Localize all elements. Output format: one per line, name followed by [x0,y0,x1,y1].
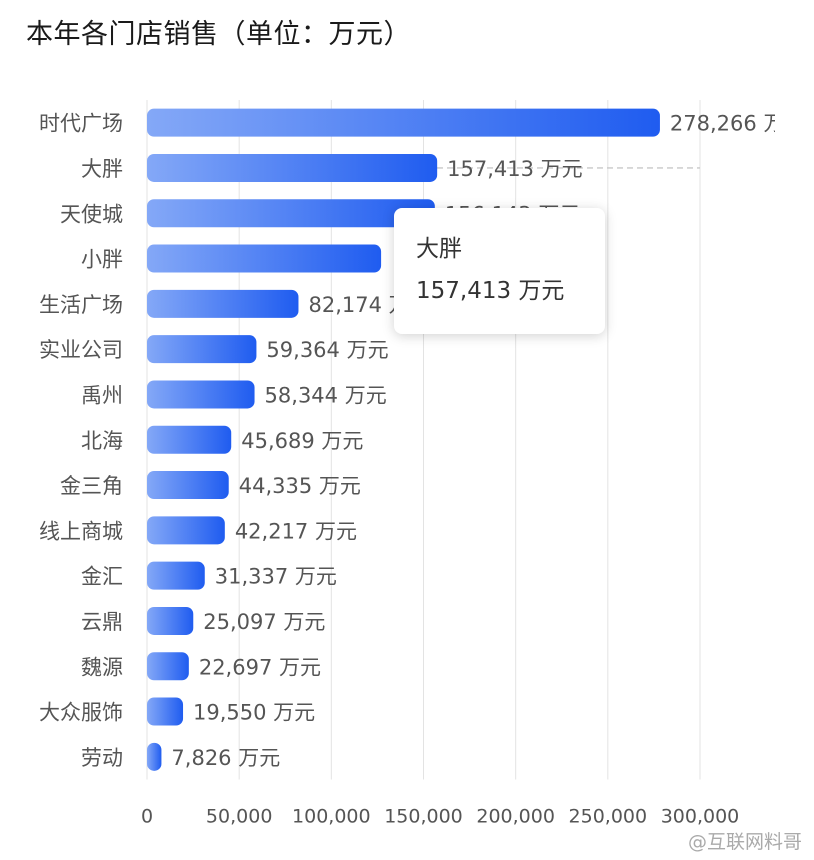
value-label: 58,344 万元 [265,383,387,407]
x-tick-label: 300,000 [661,806,740,828]
x-tick-label: 50,000 [206,806,272,828]
category-label: 魏源 [81,655,123,679]
value-label: 59,364 万元 [266,338,388,362]
bar[interactable] [147,244,382,273]
category-label: 禹州 [81,383,123,407]
value-label: 7,826 万元 [171,746,280,770]
value-label: 22,697 万元 [199,655,321,679]
x-tick-label: 200,000 [476,806,555,828]
category-label: 金三角 [60,474,123,498]
chart-title: 本年各门店销售（单位：万元） [26,19,411,50]
bar[interactable] [147,471,229,500]
category-label: 生活广场 [39,293,123,317]
category-label: 大胖 [81,157,123,181]
x-tick-label: 150,000 [384,806,463,828]
bar[interactable] [147,153,438,182]
bar[interactable] [147,742,162,771]
value-label: 157,413 万元 [447,157,583,181]
category-label: 云鼎 [81,610,123,634]
value-label: 31,337 万元 [215,565,337,589]
category-label: 北海 [81,429,123,453]
x-tick-label: 100,000 [292,806,371,828]
bar[interactable] [147,108,660,137]
bar[interactable] [147,335,257,364]
value-label: 25,097 万元 [203,610,325,634]
chart-tooltip: 大胖 157,413 万元 [394,208,605,334]
category-label: 小胖 [81,248,123,272]
watermark: @互联网料哥 [687,831,802,853]
bar[interactable] [147,652,189,681]
category-label: 金汇 [81,565,123,589]
bar[interactable] [147,561,205,590]
bar[interactable] [147,380,255,409]
category-label: 时代广场 [39,112,123,136]
x-tick-label: 250,000 [569,806,648,828]
value-label: 19,550 万元 [193,701,315,725]
value-label: 42,217 万元 [235,519,357,543]
value-label: 44,335 万元 [239,474,361,498]
bar[interactable] [147,199,435,228]
category-label: 实业公司 [39,338,123,362]
bar[interactable] [147,289,299,318]
bar[interactable] [147,697,184,726]
bar[interactable] [147,516,225,545]
category-label: 线上商城 [39,519,123,543]
category-label: 劳动 [81,746,123,770]
x-tick-label: 0 [141,806,153,828]
tooltip-value: 157,413 万元 [416,278,565,304]
tooltip-category: 大胖 [416,236,462,262]
category-label: 大众服饰 [39,701,123,725]
bar[interactable] [147,425,232,454]
value-label: 278,266 万元 [670,112,806,136]
category-label: 天使城 [60,202,123,226]
bar[interactable] [147,606,194,635]
value-label: 45,689 万元 [241,429,363,453]
